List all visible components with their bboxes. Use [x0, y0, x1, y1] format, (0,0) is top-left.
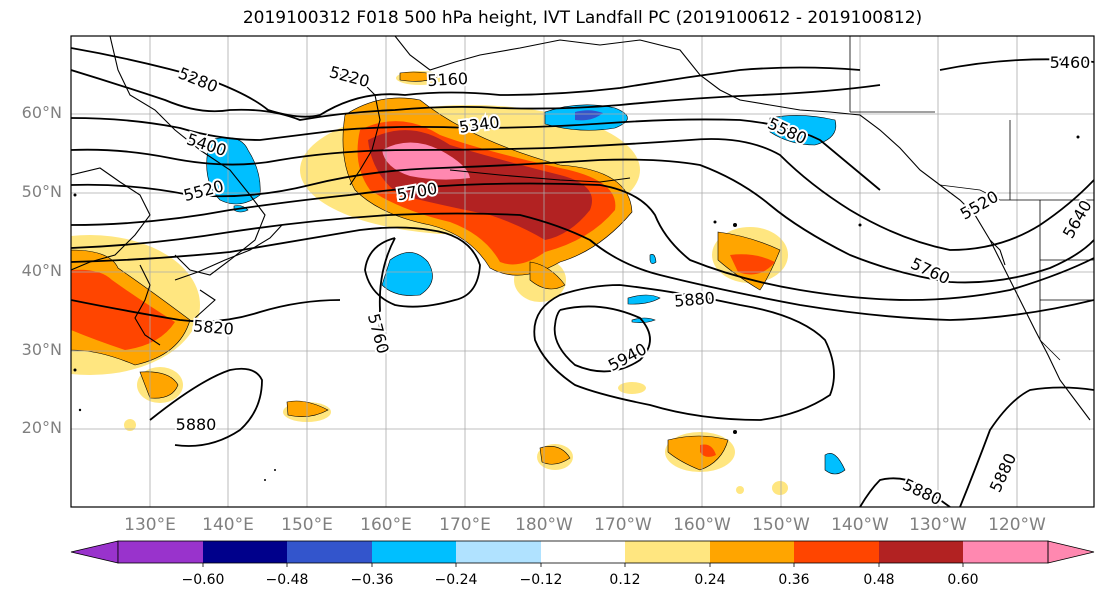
- colorbar-tick-label: −0.24: [434, 572, 478, 588]
- ivt-cyan-areas: [206, 104, 846, 475]
- contour-label: 5760: [364, 311, 393, 355]
- colorbar-low-extend: [70, 540, 119, 564]
- colorbar-tick-label: 0.36: [778, 572, 810, 588]
- colorbar: [70, 540, 1095, 567]
- colorbar-tick-label: −0.12: [519, 572, 563, 588]
- lon-label: 170°E: [439, 515, 491, 535]
- colorbar-segment: [287, 541, 372, 563]
- political-borders: [849, 36, 1094, 361]
- contour-label: 5640: [1059, 197, 1096, 242]
- colorbar-segment: [118, 541, 203, 563]
- colorbar-tick-label: −0.48: [265, 572, 309, 588]
- colorbar-high-extend: [1047, 540, 1095, 564]
- colorbar-segment: [625, 541, 710, 563]
- contour-label: 5520: [957, 187, 1002, 224]
- contour-label: 5460: [1050, 53, 1091, 72]
- graticule: [71, 36, 1094, 507]
- lat-label: 30°N: [21, 340, 62, 359]
- colorbar-segment: [794, 541, 879, 563]
- contour-label: 5220: [327, 62, 371, 91]
- map-frame: [70, 35, 1095, 508]
- colorbar-tick-label: 0.60: [947, 572, 979, 588]
- contour-label: 5520: [181, 176, 225, 205]
- lon-label: 160°E: [360, 515, 412, 535]
- contour-label: 5880: [986, 450, 1020, 495]
- contour-label: 5820: [192, 316, 234, 338]
- lon-label: 140°E: [202, 515, 254, 535]
- lat-label: 40°N: [21, 261, 62, 280]
- colorbar-tick-label: −0.36: [350, 572, 394, 588]
- lat-label: 60°N: [21, 103, 62, 122]
- lon-label: 160°W: [673, 515, 731, 535]
- colorbar-tick-label: 0.12: [609, 572, 641, 588]
- colorbar-segment: [203, 541, 287, 563]
- colorbar-segment: [879, 541, 963, 563]
- lon-label: 150°W: [752, 515, 810, 535]
- lon-label: 130°W: [909, 515, 967, 535]
- contour-label: 5760: [908, 254, 953, 288]
- contour-label: 5880: [176, 415, 217, 434]
- colorbar-segment: [541, 541, 625, 563]
- lat-label: 50°N: [21, 182, 62, 201]
- lon-label: 140°W: [831, 515, 889, 535]
- colorbar-tick-label: 0.48: [863, 572, 895, 588]
- contour-label: 5880: [673, 288, 715, 310]
- colorbar-segment: [710, 541, 794, 563]
- lon-label: 170°W: [594, 515, 652, 535]
- contour-label: 5280: [176, 63, 221, 96]
- colorbar-tick-label: −0.60: [181, 572, 225, 588]
- map-area: 5280 5220 5160 5460 5400 5520 5340 5700 …: [71, 36, 1096, 507]
- lon-label: 130°E: [124, 515, 176, 535]
- lon-label: 150°E: [281, 515, 333, 535]
- islands: [73, 135, 1080, 481]
- height-contours: [71, 47, 1094, 507]
- contour-label: 5400: [184, 129, 229, 160]
- lon-label: 180°W: [515, 515, 573, 535]
- lon-label: 120°W: [988, 515, 1046, 535]
- colorbar-segment: [372, 541, 456, 563]
- lat-label: 20°N: [21, 418, 62, 437]
- colorbar-tick-label: 0.24: [694, 572, 726, 588]
- colorbar-segment: [963, 541, 1048, 563]
- map-title: 2019100312 F018 500 hPa height, IVT Land…: [242, 8, 923, 28]
- ivt-blue-areas: [575, 110, 603, 121]
- contour-label: 5160: [427, 69, 469, 90]
- contour-label: 5940: [605, 339, 650, 375]
- colorbar-segment: [456, 541, 541, 563]
- coastlines: [71, 36, 1091, 421]
